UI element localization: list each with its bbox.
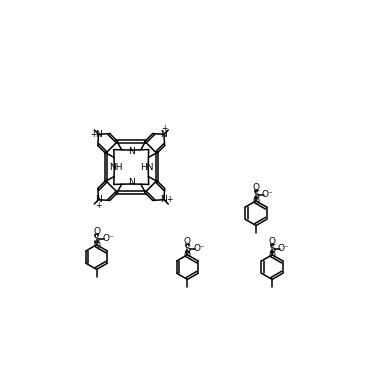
Text: HN: HN <box>140 162 153 172</box>
Text: +: + <box>161 124 167 133</box>
Text: +: + <box>166 195 173 204</box>
Text: S: S <box>269 243 275 254</box>
Text: S: S <box>253 190 259 200</box>
Text: O: O <box>184 237 191 246</box>
Text: N: N <box>128 147 135 156</box>
Text: +: + <box>90 130 96 139</box>
Text: S: S <box>184 243 191 254</box>
Text: O: O <box>269 237 276 246</box>
Text: +: + <box>95 201 102 210</box>
Text: O: O <box>253 183 260 192</box>
Text: N: N <box>95 130 102 139</box>
Text: O⁻: O⁻ <box>262 190 273 199</box>
Text: S: S <box>93 234 100 243</box>
Text: O: O <box>93 227 100 236</box>
Text: O: O <box>269 251 276 260</box>
Text: NH: NH <box>109 162 123 172</box>
Text: N: N <box>161 195 167 204</box>
Text: O⁻: O⁻ <box>193 244 205 253</box>
Text: O: O <box>253 197 260 206</box>
Text: N: N <box>95 195 102 204</box>
Text: O: O <box>93 241 100 250</box>
Text: O: O <box>184 251 191 260</box>
Text: O⁻: O⁻ <box>102 234 114 243</box>
Text: O⁻: O⁻ <box>278 244 289 253</box>
Text: N: N <box>128 178 135 187</box>
Text: N: N <box>161 130 167 139</box>
